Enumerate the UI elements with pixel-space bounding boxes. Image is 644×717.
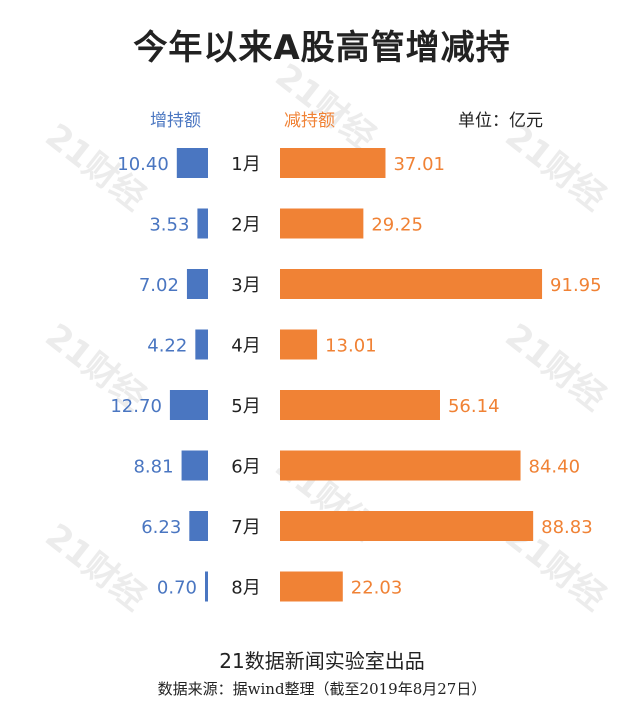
month-label: 3月 (231, 275, 260, 296)
month-label: 8月 (231, 578, 260, 599)
unit-label: 单位：亿元 (458, 111, 543, 131)
increase-value-label: 7.02 (139, 275, 179, 296)
increase-value-label: 10.40 (117, 154, 169, 175)
bar-chart: 10.40 1月 37.01 3.53 2月 29.25 7.02 3月 91.95 4.22 4月… (110, 148, 602, 602)
decrease-value-label: 29.25 (371, 215, 423, 236)
decrease-bar (280, 390, 440, 420)
chart-title: 今年以来A股高管增减持 (133, 28, 511, 68)
decrease-bar (280, 511, 534, 541)
increase-value-label: 6.23 (141, 517, 181, 538)
increase-bar (169, 390, 208, 420)
increase-value-label: 8.81 (133, 457, 173, 478)
increase-bar (189, 511, 208, 541)
decrease-value-label: 22.03 (351, 578, 403, 599)
month-label: 4月 (231, 336, 260, 357)
increase-value-label: 12.70 (110, 396, 162, 417)
decrease-value-label: 13.01 (325, 336, 377, 357)
increase-value-label: 4.22 (147, 336, 187, 357)
increase-value-label: 3.53 (149, 215, 189, 236)
decrease-value-label: 56.14 (448, 396, 500, 417)
legend-decrease: 减持额 (284, 111, 335, 131)
increase-bar (176, 148, 208, 178)
decrease-bar (280, 329, 318, 360)
month-label: 2月 (231, 215, 260, 236)
month-label: 1月 (231, 154, 260, 175)
increase-bar (197, 208, 208, 239)
decrease-value-label: 37.01 (393, 154, 445, 175)
legend-increase: 增持额 (150, 111, 201, 131)
decrease-bar (280, 269, 543, 299)
decrease-bar (280, 571, 343, 602)
footer-producer: 21数据新闻实验室出品 (219, 649, 425, 673)
increase-bar (205, 571, 208, 602)
month-label: 5月 (231, 396, 260, 417)
decrease-bar (280, 450, 521, 481)
decrease-bar (280, 208, 364, 239)
month-label: 7月 (231, 517, 260, 538)
decrease-value-label: 84.40 (529, 457, 581, 478)
month-label: 6月 (231, 457, 260, 478)
decrease-value-label: 88.83 (541, 517, 593, 538)
increase-bar (186, 269, 208, 299)
decrease-bar (280, 148, 386, 178)
increase-bar (181, 450, 208, 481)
increase-bar (195, 329, 208, 360)
increase-value-label: 0.70 (157, 578, 197, 599)
footer-source: 数据来源：据wind整理（截至2019年8月27日） (157, 680, 487, 698)
decrease-value-label: 91.95 (550, 275, 602, 296)
